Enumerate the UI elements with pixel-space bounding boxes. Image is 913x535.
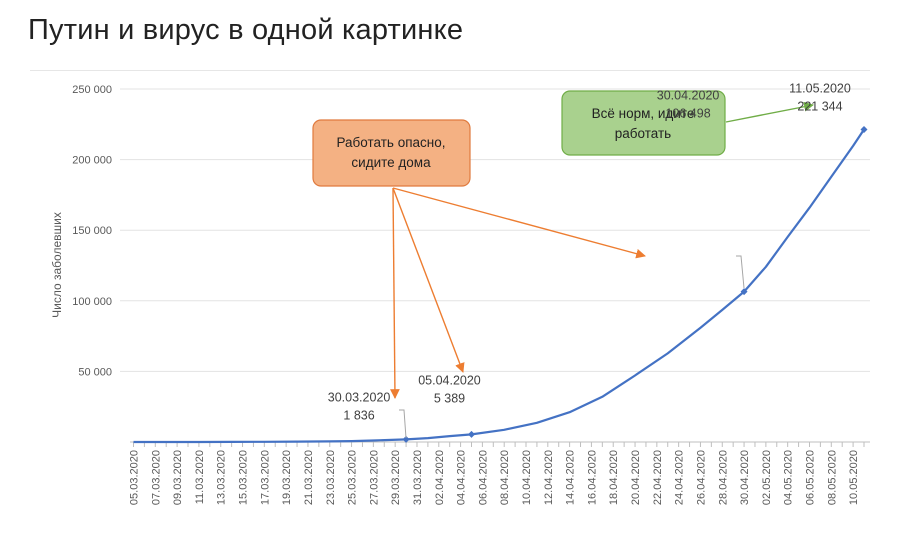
callout-stay-home bbox=[312, 119, 471, 187]
x-tick-label: 10.04.2020 bbox=[521, 450, 533, 505]
x-tick-label: 26.04.2020 bbox=[695, 450, 707, 505]
callout-text: Всё норм, идите bbox=[592, 106, 695, 121]
series-line bbox=[133, 128, 865, 444]
x-tick-label: 28.04.2020 bbox=[717, 450, 729, 505]
arrow-to-11-05 bbox=[725, 101, 814, 123]
callouts: Работать опасно, сидите дома Всё норм, иди… bbox=[312, 90, 726, 187]
series-group bbox=[133, 125, 868, 444]
x-tick-label: 23.03.2020 bbox=[325, 450, 337, 505]
x-tick-label: 21.03.2020 bbox=[303, 450, 315, 505]
divider bbox=[30, 70, 870, 71]
data-point-marker bbox=[467, 430, 475, 438]
x-tick-label: 17.03.2020 bbox=[259, 450, 271, 505]
point-date-label: 30.03.2020 bbox=[328, 390, 391, 404]
x-tick-label: 05.03.2020 bbox=[129, 450, 141, 505]
x-tick-label: 14.04.2020 bbox=[565, 450, 577, 505]
x-tick-label: 19.03.2020 bbox=[281, 450, 293, 505]
callout-text: Работать опасно, bbox=[336, 135, 445, 150]
y-tick-label: 150 000 bbox=[72, 225, 112, 237]
page-title: Путин и вирус в одной картинке bbox=[28, 14, 464, 46]
x-tick-label: 16.04.2020 bbox=[586, 450, 598, 505]
x-tick-label: 24.04.2020 bbox=[674, 450, 686, 505]
x-tick-label: 29.03.2020 bbox=[390, 450, 402, 505]
x-tick-label: 02.05.2020 bbox=[761, 450, 773, 505]
x-tick-label: 13.03.2020 bbox=[216, 450, 228, 505]
x-tick-label: 18.04.2020 bbox=[608, 450, 620, 505]
x-tick-label: 20.04.2020 bbox=[630, 450, 642, 505]
data-point-marker bbox=[860, 125, 868, 133]
callout-arrows bbox=[390, 101, 814, 399]
x-tick-label: 02.04.2020 bbox=[434, 450, 446, 505]
y-axis-label: Число заболевших bbox=[50, 212, 64, 318]
x-tick-label: 04.05.2020 bbox=[783, 450, 795, 505]
point-date-label: 05.04.2020 bbox=[418, 373, 481, 387]
arrow-to-30-03 bbox=[390, 187, 400, 399]
x-tick-label: 08.05.2020 bbox=[826, 450, 838, 505]
y-tick-label: 50 000 bbox=[78, 366, 112, 378]
leader-line bbox=[399, 409, 407, 439]
x-tick-label: 27.03.2020 bbox=[368, 450, 380, 505]
point-date-label: 11.05.2020 bbox=[789, 81, 851, 95]
x-tick-label: 31.03.2020 bbox=[412, 450, 424, 505]
x-tick-label: 07.03.2020 bbox=[150, 450, 162, 505]
x-tick-label: 15.03.2020 bbox=[238, 450, 250, 505]
y-tick-label: 100 000 bbox=[72, 296, 112, 308]
point-annotations: 30.03.2020 1 836 05.04.2020 5 389 30.04.2020… bbox=[328, 81, 851, 439]
x-tick-label: 30.04.2020 bbox=[739, 450, 751, 505]
x-tick-label: 06.04.2020 bbox=[477, 450, 489, 505]
x-tick-label: 04.04.2020 bbox=[456, 450, 468, 505]
point-value-label: 221 344 bbox=[797, 99, 842, 113]
point-value-label: 1 836 bbox=[343, 408, 374, 422]
arrow-to-30-04 bbox=[392, 187, 646, 259]
x-tick-label: 10.05.2020 bbox=[848, 450, 860, 505]
point-value-label: 106 498 bbox=[665, 107, 710, 121]
x-tick-label: 06.05.2020 bbox=[804, 450, 816, 505]
callout-go-to-work bbox=[561, 90, 726, 156]
y-tick-label: 250 000 bbox=[72, 84, 112, 96]
x-tick-label: 12.04.2020 bbox=[543, 450, 555, 505]
data-point-marker bbox=[402, 435, 410, 443]
x-axis-ticks: 05.03.2020 07.03.2020 09.03.2020 11.03.2020… bbox=[129, 450, 861, 505]
x-tick-label: 22.04.2020 bbox=[652, 450, 664, 505]
arrow-to-05-04 bbox=[392, 187, 465, 373]
x-tick-label: 25.03.2020 bbox=[347, 450, 359, 505]
x-tick-label: 11.03.2020 bbox=[194, 450, 206, 504]
point-value-label: 5 389 bbox=[434, 391, 465, 405]
y-axis-ticks: 50 000 100 000 150 000 200 000 250 000 bbox=[72, 84, 112, 378]
leader-line bbox=[736, 255, 745, 289]
callout-text: сидите дома bbox=[351, 155, 431, 170]
point-date-label: 30.04.2020 bbox=[657, 89, 720, 103]
callout-text: работать bbox=[615, 126, 671, 141]
data-point-marker bbox=[740, 288, 748, 296]
x-tick-label: 08.04.2020 bbox=[499, 450, 511, 505]
x-tick-label: 09.03.2020 bbox=[172, 450, 184, 505]
y-tick-label: 200 000 bbox=[72, 155, 112, 167]
gridlines bbox=[120, 88, 870, 372]
